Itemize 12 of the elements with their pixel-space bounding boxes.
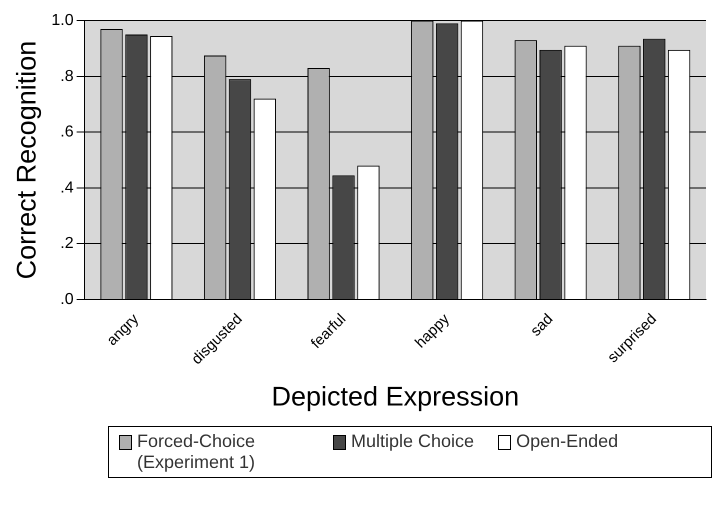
- y-tick-label: .6: [60, 124, 74, 141]
- y-tick-label: 1.0: [51, 12, 74, 30]
- x-tick-label: sad: [527, 310, 556, 340]
- legend-label: Forced-Choice (Experiment 1): [137, 431, 256, 473]
- legend-label: Open-Ended: [516, 431, 618, 452]
- y-tick-label: .2: [60, 235, 74, 252]
- y-axis-title: Correct Recognition: [12, 40, 42, 280]
- legend-label: Multiple Choice: [351, 431, 474, 452]
- y-tick-label: .8: [60, 68, 74, 85]
- y-tick-label: .0: [60, 290, 74, 308]
- y-tick-label: .4: [60, 179, 74, 196]
- x-axis-title: Depicted Expression: [272, 381, 520, 412]
